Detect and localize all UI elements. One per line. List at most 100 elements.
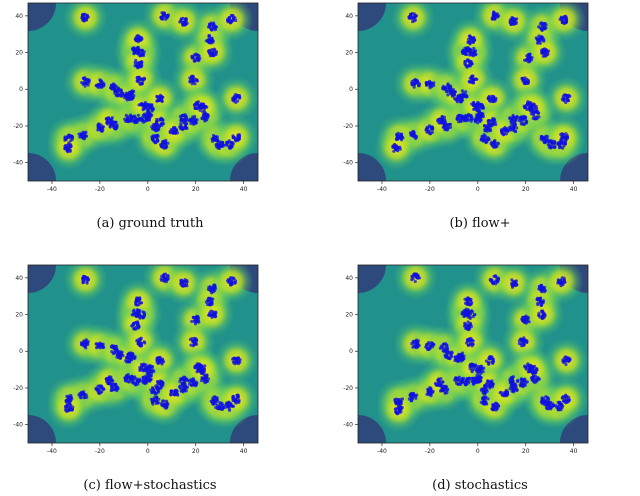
data-point: [206, 298, 210, 302]
data-point: [143, 381, 147, 386]
data-point: [491, 357, 495, 361]
point-cluster: [433, 377, 445, 388]
data-point: [429, 387, 433, 391]
data-point: [466, 327, 470, 331]
data-point: [215, 135, 219, 139]
data-point: [154, 141, 158, 145]
data-point: [537, 25, 541, 29]
data-point: [483, 384, 487, 389]
data-point: [468, 80, 472, 84]
point-cluster: [508, 383, 519, 394]
data-point: [565, 395, 569, 399]
data-point: [565, 136, 569, 140]
y-tick-label: 20: [345, 312, 353, 319]
x-tick-label: -40: [377, 186, 387, 193]
data-point: [488, 355, 492, 359]
figure-caption: (b) flow+: [449, 216, 511, 231]
data-point: [228, 21, 232, 25]
data-point: [513, 123, 517, 127]
point-cluster: [96, 122, 105, 133]
data-point: [514, 118, 518, 122]
data-point: [153, 126, 157, 130]
data-point: [213, 286, 218, 290]
point-cluster: [81, 274, 91, 285]
data-point: [446, 82, 450, 86]
data-point: [211, 310, 215, 314]
data-point: [201, 114, 205, 118]
data-point: [98, 341, 102, 345]
data-point: [192, 53, 196, 57]
point-cluster: [94, 341, 106, 350]
y-tick-label: -40: [343, 160, 353, 167]
data-point: [417, 84, 421, 88]
data-point: [411, 277, 415, 281]
data-point: [142, 103, 146, 107]
point-cluster: [561, 355, 572, 367]
data-point: [142, 340, 146, 344]
point-cluster: [210, 133, 220, 143]
data-point: [190, 55, 194, 59]
data-point: [211, 399, 216, 404]
data-point: [542, 25, 546, 29]
data-point: [227, 406, 231, 411]
data-point: [192, 340, 196, 344]
data-point: [461, 380, 465, 384]
x-tick-label: -20: [425, 448, 435, 455]
data-point: [545, 401, 549, 405]
data-point: [478, 379, 482, 383]
data-point: [428, 79, 432, 83]
point-cluster: [187, 377, 199, 388]
data-point: [443, 354, 447, 358]
point-cluster: [104, 375, 115, 386]
data-point: [564, 93, 568, 97]
data-point: [231, 19, 235, 23]
data-point: [395, 148, 399, 152]
data-point: [155, 358, 159, 363]
density-low-region: [230, 153, 258, 181]
data-point: [151, 386, 155, 390]
point-cluster: [499, 126, 510, 137]
data-point: [443, 123, 447, 127]
point-cluster: [80, 76, 91, 88]
data-point: [560, 276, 564, 280]
data-point: [454, 381, 458, 385]
data-point: [70, 137, 74, 141]
point-cluster: [486, 94, 498, 104]
data-point: [545, 395, 550, 400]
data-point: [436, 378, 440, 382]
data-point: [155, 123, 160, 127]
data-point: [227, 279, 231, 283]
data-point: [438, 120, 442, 124]
data-point: [427, 129, 431, 133]
data-point: [484, 382, 488, 386]
data-point: [483, 391, 487, 395]
data-point: [509, 119, 513, 123]
data-point: [156, 139, 160, 143]
point-cluster: [479, 133, 491, 145]
data-point: [83, 275, 87, 279]
data-point: [136, 379, 140, 383]
data-point: [95, 83, 99, 88]
data-point: [468, 63, 472, 67]
point-cluster: [209, 395, 219, 406]
data-point: [127, 359, 131, 363]
data-point: [184, 17, 188, 21]
data-point: [427, 124, 431, 128]
data-point: [485, 402, 489, 406]
data-point: [127, 375, 131, 379]
data-point: [525, 319, 530, 323]
data-point: [441, 380, 445, 384]
data-point: [231, 276, 235, 280]
point-cluster: [123, 91, 134, 102]
data-point: [184, 389, 188, 393]
data-point: [155, 119, 159, 123]
data-point: [567, 356, 571, 360]
data-point: [559, 278, 563, 282]
point-cluster: [138, 362, 149, 373]
data-point: [138, 61, 142, 65]
data-point: [132, 94, 136, 98]
y-tick-label: 40: [15, 13, 23, 20]
point-cluster: [188, 336, 199, 348]
data-point: [212, 54, 216, 58]
data-point: [237, 399, 241, 403]
